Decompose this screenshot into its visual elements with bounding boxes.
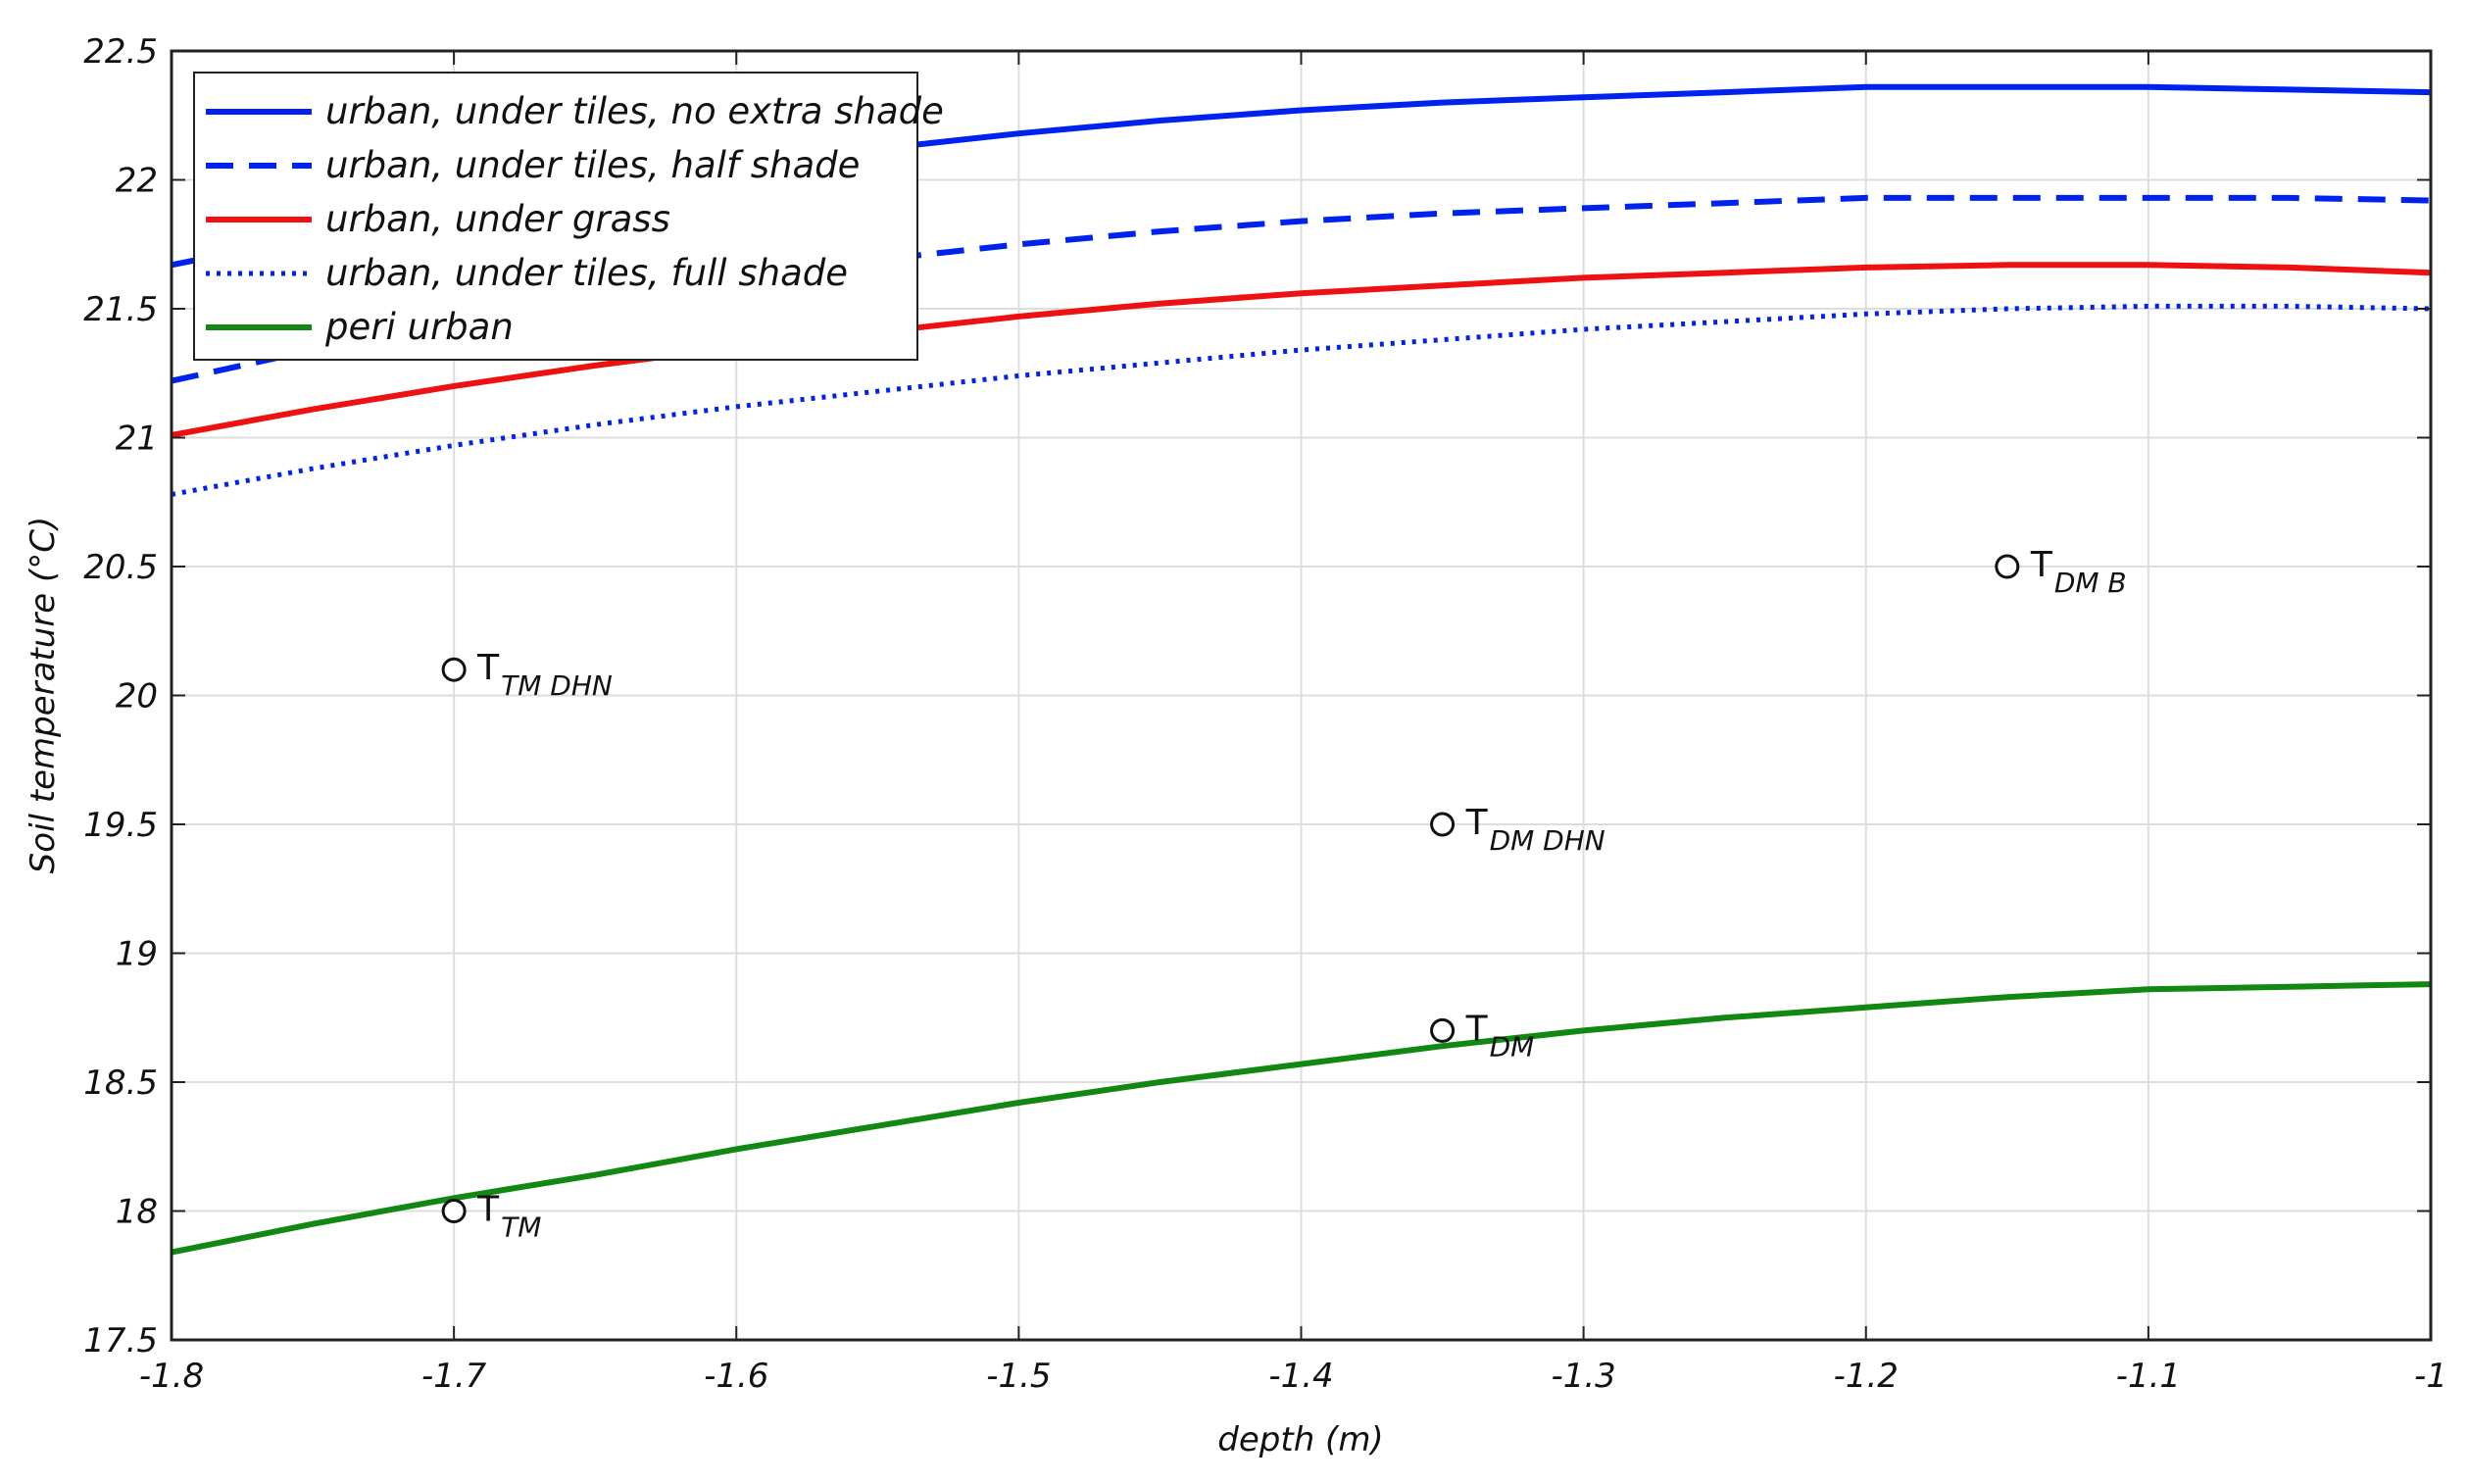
point-label-sub: DM	[1490, 1030, 1535, 1063]
series-line-2	[171, 262, 2432, 438]
x-tick-label: -1	[2414, 1357, 2447, 1396]
legend-label-3: urban, under tiles, full shade	[325, 252, 848, 294]
x-axis-label: depth (m)	[1217, 1420, 1383, 1459]
legend-box	[193, 72, 918, 361]
series-line-1	[171, 194, 2432, 384]
y-tick-label: 21	[116, 420, 158, 459]
legend-label-2: urban, under grass	[325, 198, 670, 240]
legend-label-1: urban, under tiles, half shade	[325, 144, 860, 186]
point-label-sub: TM DHN	[501, 669, 613, 702]
y-tick-label: 22	[116, 162, 158, 201]
data-point-0	[441, 657, 467, 682]
y-tick-label: 20	[116, 677, 158, 717]
y-axis-label: Soil temperature (°C)	[24, 517, 63, 874]
point-label-main: T	[1465, 1009, 1489, 1049]
x-tick-label: -1.1	[2116, 1357, 2181, 1396]
tick-labels: -1.8 -1.7 -1.6 -1.5 -1.4 -1.3 -1.2 -1.1 -1 17.5 18…	[83, 32, 2447, 1396]
x-tick-label: -1.3	[1551, 1357, 1615, 1396]
data-point-3	[1430, 1017, 1456, 1043]
x-tick-label: -1.4	[1268, 1357, 1333, 1396]
legend: urban, under tiles, no extra shade urban,…	[193, 72, 944, 361]
x-tick-label: -1.6	[704, 1357, 768, 1396]
legend-label-4: peri urban	[324, 306, 514, 348]
data-point-4	[441, 1199, 467, 1223]
legend-label-0: urban, under tiles, no extra shade	[325, 90, 944, 132]
y-tick-label: 21.5	[83, 290, 158, 329]
y-tick-label: 22.5	[83, 32, 158, 72]
data-point-2	[1995, 554, 2020, 579]
y-tick-label: 19.5	[83, 806, 158, 845]
point-label-main: T	[1465, 803, 1489, 843]
point-label-main: T	[476, 648, 500, 688]
x-tick-label: -1.2	[1834, 1357, 1899, 1396]
point-label-sub: DM B	[2054, 567, 2127, 599]
data-point-1	[1430, 812, 1456, 837]
y-tick-label: 20.5	[83, 548, 158, 587]
y-tick-label: 17.5	[83, 1321, 158, 1360]
point-label-sub: TM	[501, 1212, 541, 1244]
x-tick-label: -1.8	[139, 1357, 204, 1396]
y-tick-label: 18.5	[83, 1064, 158, 1103]
series-line-4	[171, 981, 2432, 1256]
y-tick-label: 19	[116, 935, 158, 974]
point-label-sub: DM DHN	[1490, 824, 1605, 857]
y-tick-label: 18	[116, 1193, 158, 1232]
x-tick-label: -1.7	[421, 1357, 487, 1396]
x-tick-label: -1.5	[986, 1357, 1051, 1396]
point-label-main: T	[476, 1190, 500, 1230]
point-label-main: T	[2030, 545, 2053, 585]
